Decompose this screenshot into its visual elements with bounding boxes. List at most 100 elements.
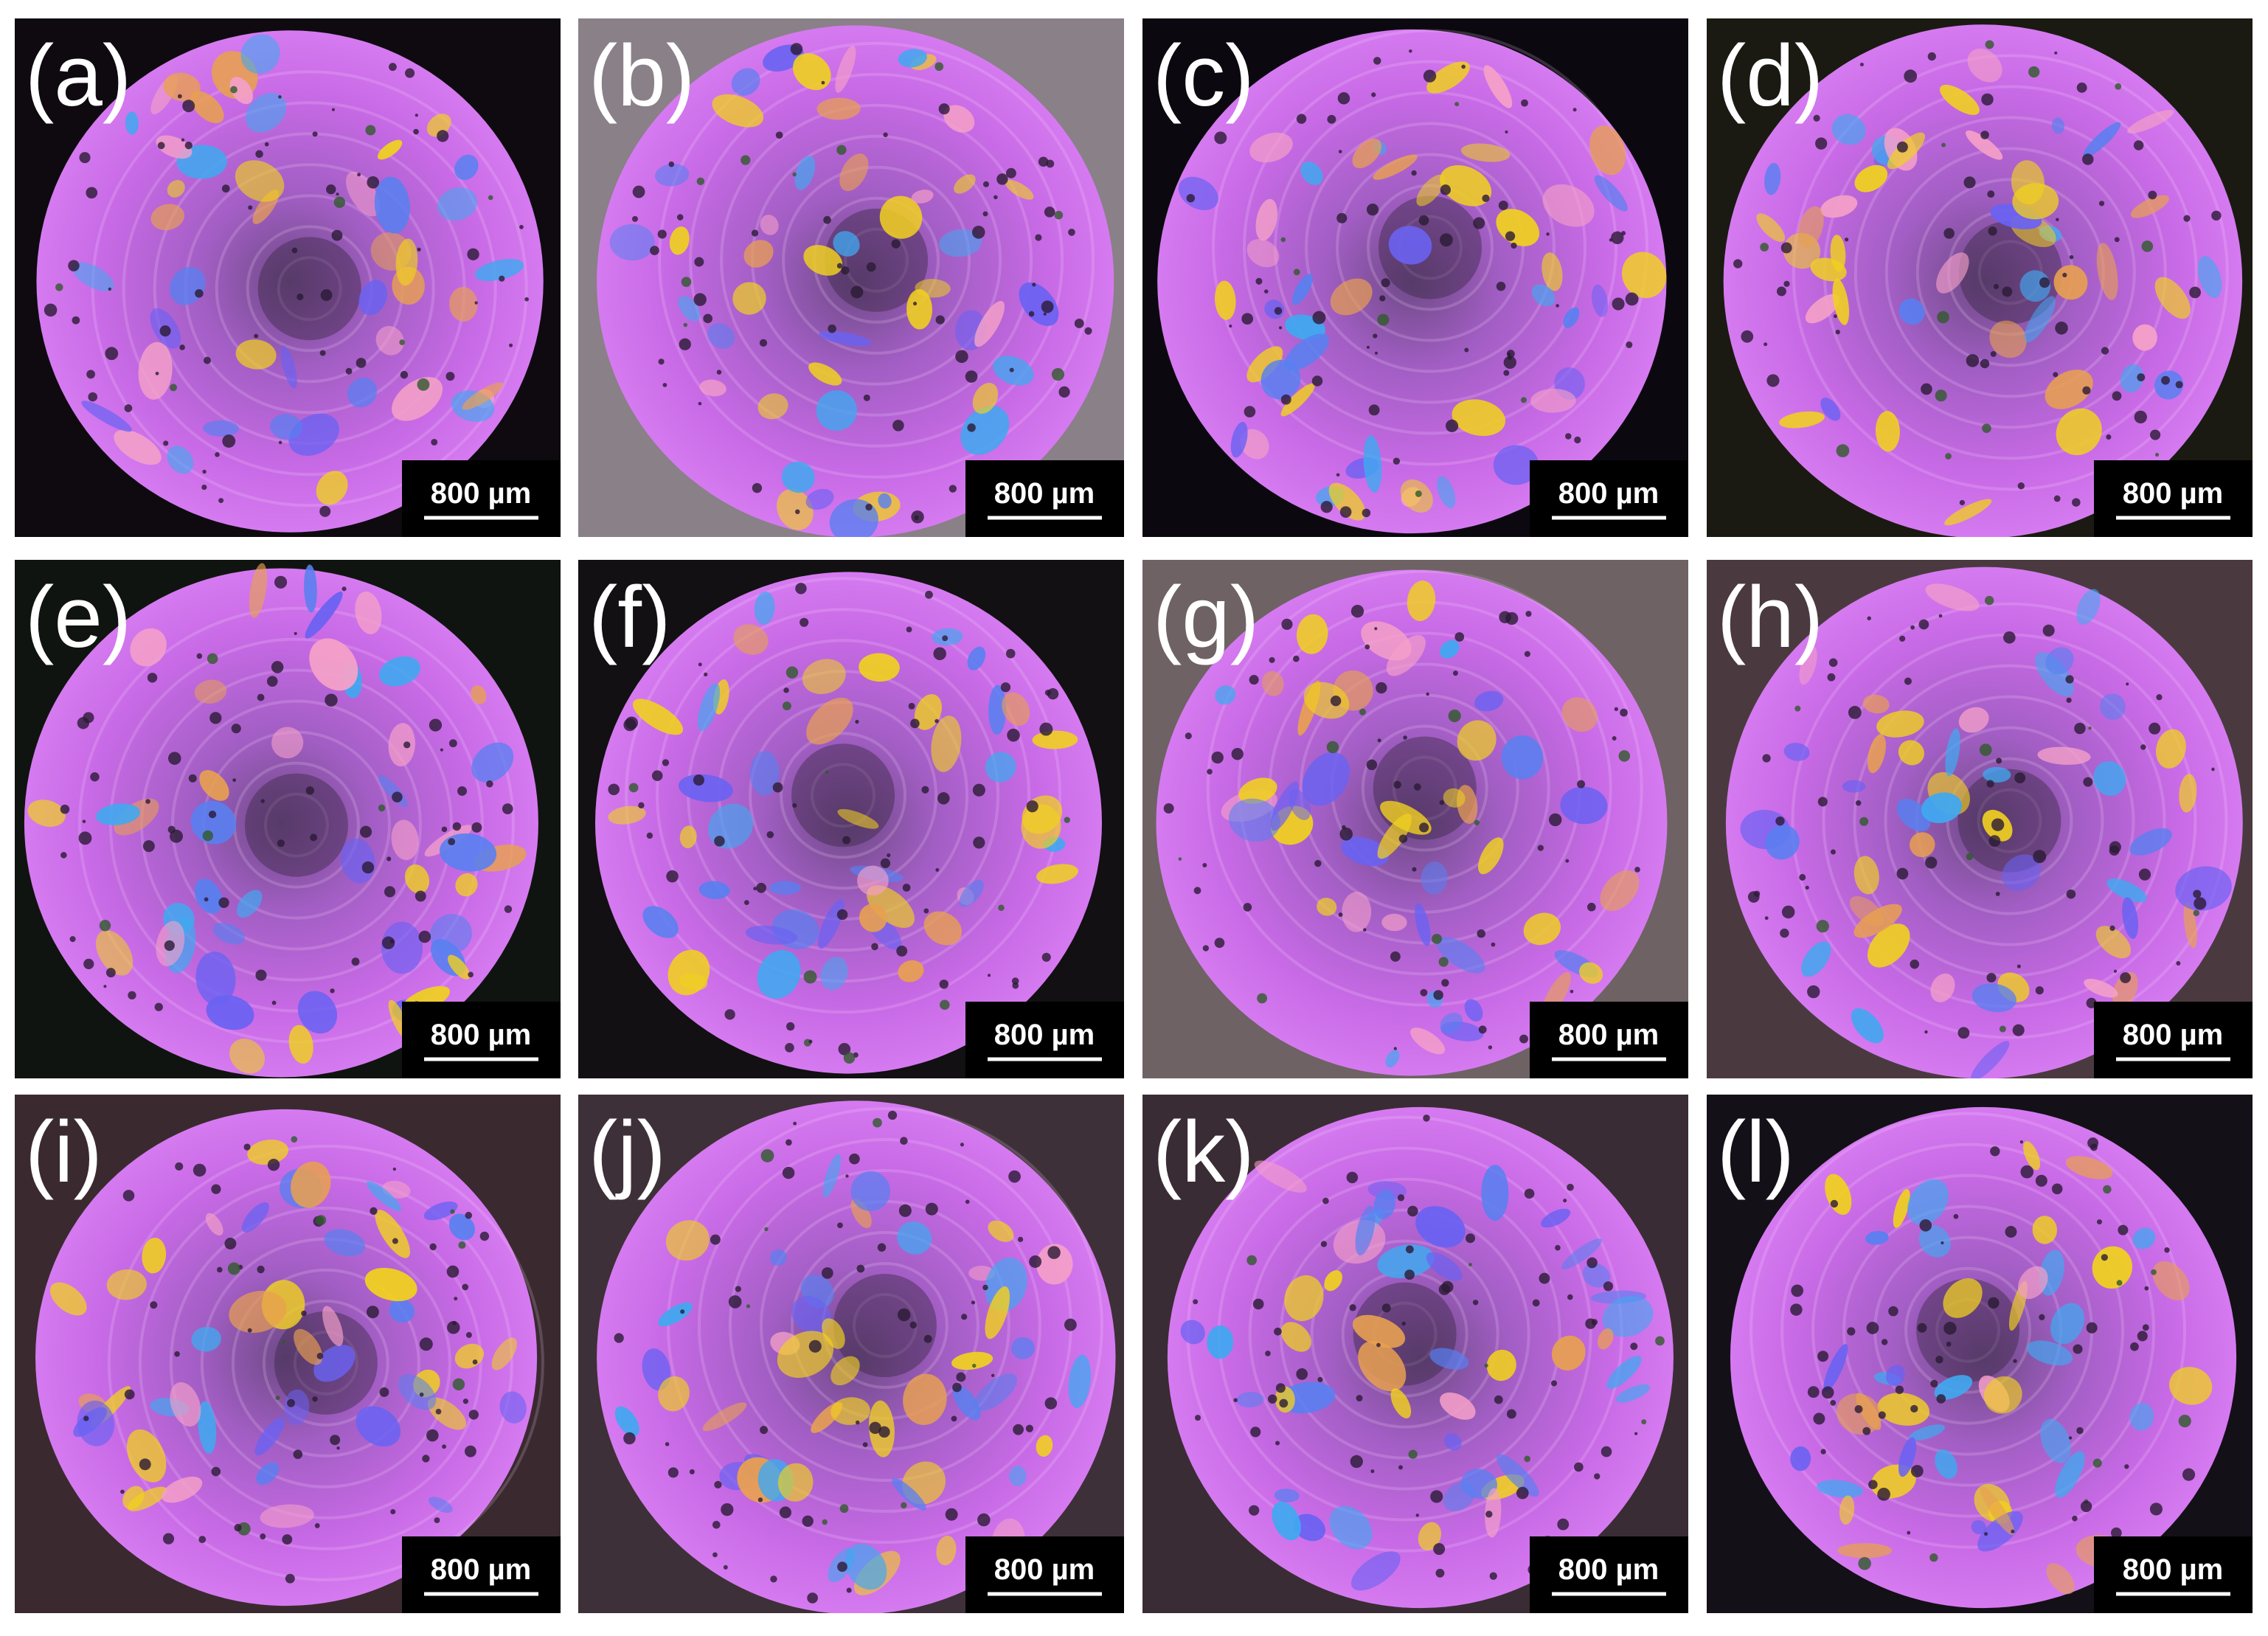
pore — [1401, 1321, 1407, 1326]
growth-ring — [1749, 1112, 2187, 1549]
pore — [2183, 215, 2191, 222]
pore — [822, 1267, 833, 1279]
pore — [316, 1352, 324, 1359]
pore — [2182, 1468, 2196, 1481]
pore — [145, 799, 150, 804]
pore — [1524, 1455, 1530, 1463]
crystal-domain — [953, 1385, 981, 1421]
crystal-domain — [760, 215, 779, 235]
crystal-domain — [398, 1374, 437, 1410]
crystal-domain — [2130, 195, 2169, 218]
crystal-domain — [806, 697, 853, 745]
pore — [1630, 1342, 1638, 1351]
crystal-domain — [1925, 583, 1980, 611]
crystal-domain — [802, 659, 846, 695]
pore — [2055, 322, 2068, 335]
pore — [1026, 800, 1038, 813]
pore — [1405, 1245, 1414, 1254]
pore — [925, 1202, 938, 1216]
pore — [331, 108, 335, 111]
panel: (a) 800 µm — [15, 18, 561, 537]
pore — [1937, 311, 1949, 324]
crystal-domain — [951, 1351, 993, 1370]
crystal-domain — [49, 1282, 87, 1316]
crystal-domain — [1589, 125, 1626, 176]
crystal-domain — [1289, 788, 1311, 820]
sample-disc — [1730, 1106, 2237, 1609]
scale-box — [1530, 460, 1688, 537]
pore — [2138, 868, 2151, 881]
pore — [1281, 618, 1293, 630]
crystal-domain — [988, 684, 1007, 735]
pore — [1342, 825, 1346, 830]
crystal-domain — [699, 379, 726, 397]
crystal-domain — [1898, 1437, 1917, 1477]
pore — [174, 1351, 180, 1357]
pore — [794, 509, 800, 515]
pore — [1537, 845, 1544, 851]
pore — [937, 792, 950, 805]
crystal-domain — [1875, 411, 1900, 452]
crystal-domain — [1921, 792, 1962, 823]
pore — [1413, 783, 1421, 791]
pore — [1338, 150, 1342, 153]
pore — [221, 184, 230, 193]
crystal-domain — [1255, 198, 1278, 241]
growth-ring — [169, 1206, 482, 1519]
panel-label: (b) — [589, 27, 695, 125]
pore — [991, 1373, 995, 1378]
crystal-domain — [260, 1504, 314, 1528]
pore — [650, 246, 659, 255]
crystal-domain — [1230, 421, 1248, 458]
growth-ring — [1248, 1177, 1561, 1491]
pore — [1064, 1318, 1077, 1331]
pore — [2116, 1280, 2123, 1286]
pore — [1848, 706, 1862, 719]
pore — [440, 748, 443, 752]
pore — [1836, 444, 1850, 457]
crystal-domain — [1390, 1388, 1412, 1418]
crystal-domain — [366, 1181, 401, 1211]
pore — [1511, 242, 1517, 249]
pore — [822, 1519, 828, 1525]
pore — [60, 804, 70, 814]
pore — [1373, 333, 1378, 339]
pore — [435, 1408, 442, 1415]
crystal-domain — [830, 1356, 860, 1386]
crystal-domain — [1971, 1041, 2010, 1078]
pore — [900, 1137, 908, 1145]
pore — [1058, 386, 1070, 398]
pore — [366, 1306, 379, 1319]
crystal-domain — [229, 1290, 287, 1333]
crystal-domain — [1909, 832, 1935, 858]
growth-ring — [1361, 724, 1488, 852]
sample-disc — [35, 1109, 538, 1606]
crystal-domain — [81, 401, 132, 432]
panel: (k) 800 µm — [1142, 1095, 1688, 1613]
crystal-domain — [1293, 1514, 1326, 1542]
pore — [305, 786, 315, 795]
pore — [850, 285, 864, 299]
growth-ring — [1336, 153, 1525, 342]
pore — [1374, 351, 1378, 355]
crystal-domain — [1989, 320, 2027, 358]
pore — [1830, 1400, 1837, 1406]
crystal-domain — [1865, 1230, 1889, 1245]
pore — [1448, 710, 1461, 723]
crystal-domain — [2127, 109, 2174, 134]
pore — [1910, 959, 1920, 969]
pore — [2149, 722, 2161, 735]
crystal-domain — [229, 1039, 265, 1074]
crystal-domain — [1820, 398, 1841, 421]
crystal-domain — [1944, 499, 1992, 526]
pore — [1987, 190, 1995, 198]
scale-text: 800 µm — [994, 477, 1095, 510]
crystal-domain — [1464, 999, 1483, 1022]
pore — [1376, 682, 1387, 694]
pore — [1439, 800, 1445, 805]
crystal-domain — [2024, 296, 2056, 343]
crystal-domain — [2154, 277, 2191, 319]
crystal-domain — [1009, 1466, 1027, 1486]
pore — [965, 1199, 970, 1205]
